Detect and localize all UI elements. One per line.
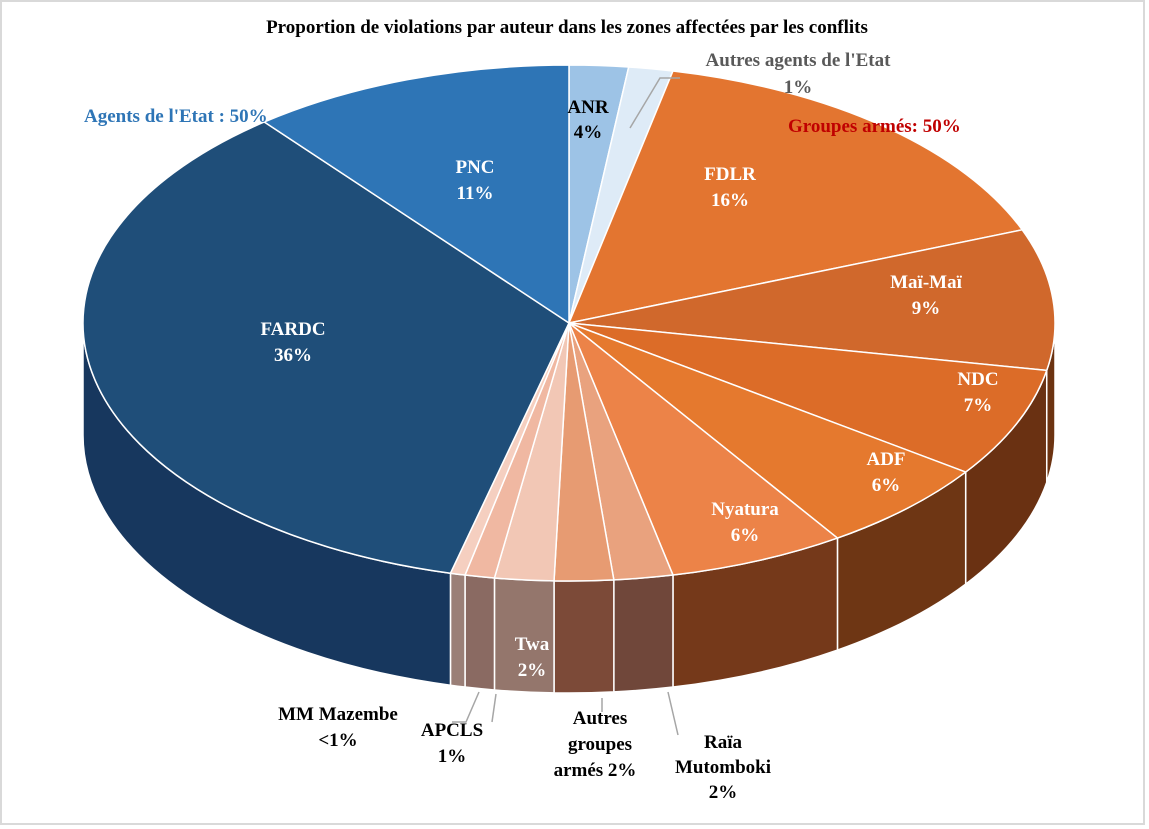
- label-nyatura-pct: 6%: [731, 525, 760, 546]
- leader-autres-agents: [629, 77, 680, 129]
- label-pnc-pct: 11%: [457, 183, 494, 204]
- label-adf-pct: 6%: [872, 475, 901, 496]
- leader-raia: [667, 691, 679, 736]
- label-fardc-name: FARDC: [260, 319, 325, 340]
- slice-side-apcls: [464, 574, 496, 691]
- label-twa-pct: 2%: [518, 660, 547, 681]
- label-autres-groupes-line1: Autres: [573, 708, 628, 729]
- label-raia-line1: Raïa: [704, 732, 743, 753]
- pie-tops: [82, 64, 1056, 582]
- label-apcls-name: APCLS: [421, 720, 483, 741]
- label-nyatura-name: Nyatura: [711, 499, 779, 520]
- label-maimai-name: Maï-Maï: [890, 272, 962, 293]
- slice-nyatura: [568, 322, 839, 576]
- label-maimai-pct: 9%: [912, 298, 941, 319]
- label-ndc-name: NDC: [957, 369, 998, 390]
- label-anr-pct: 4%: [574, 122, 603, 143]
- slice-mai-mai: [568, 229, 1056, 372]
- label-mazembe-pct: <1%: [318, 730, 357, 751]
- slice-side-raia-mutomboki: [613, 574, 674, 693]
- label-fdlr-pct: 16%: [711, 190, 749, 211]
- slice-side-mm-mazembe: [449, 572, 466, 688]
- label-ndc-pct: 7%: [964, 395, 993, 416]
- label-raia-line2: Mutomboki: [675, 757, 771, 778]
- group-label-agents: Agents de l'Etat : 50%: [84, 106, 268, 127]
- label-autres-groupes-line2: groupes: [568, 734, 632, 755]
- label-autres-agents-name: Autres agents de l'Etat: [706, 50, 892, 71]
- slice-fardc: [82, 121, 570, 574]
- chart-title: Proportion de violations par auteur dans…: [266, 17, 868, 38]
- label-autres-groupes-line3: armés 2%: [554, 760, 637, 781]
- leader-lines: [452, 77, 680, 736]
- label-fdlr-name: FDLR: [704, 164, 756, 185]
- label-apcls-pct: 1%: [438, 746, 467, 767]
- label-autres-agents-pct: 1%: [784, 77, 813, 98]
- label-adf-name: ADF: [866, 449, 905, 470]
- leader-mazembe: [452, 691, 480, 723]
- slice-fdlr: [568, 70, 1023, 324]
- label-fardc-pct: 36%: [274, 345, 312, 366]
- leader-apcls: [491, 693, 497, 723]
- label-pnc-name: PNC: [455, 157, 494, 178]
- label-raia-pct: 2%: [709, 782, 738, 803]
- slice-side-autres-groupes-armes: [553, 579, 615, 694]
- group-label-groupes: Groupes armés: 50%: [788, 116, 961, 137]
- label-anr-name: ANR: [567, 97, 608, 118]
- slice-adf: [568, 322, 967, 539]
- label-mazembe-name: MM Mazembe: [278, 704, 398, 725]
- label-twa-name: Twa: [515, 634, 550, 655]
- slice-pnc: [263, 64, 570, 324]
- slice-ndc: [568, 322, 1048, 473]
